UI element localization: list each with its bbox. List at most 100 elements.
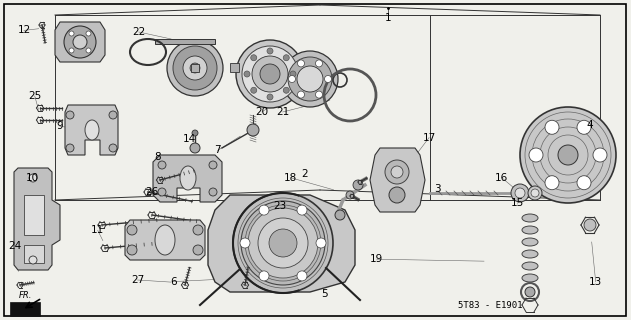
Text: 27: 27 xyxy=(131,275,144,285)
Circle shape xyxy=(260,64,280,84)
Circle shape xyxy=(193,245,203,255)
Circle shape xyxy=(283,55,289,61)
Circle shape xyxy=(127,225,137,235)
Text: 7: 7 xyxy=(215,145,221,156)
Circle shape xyxy=(209,188,217,196)
Circle shape xyxy=(316,91,322,98)
Text: 20: 20 xyxy=(256,107,268,117)
Circle shape xyxy=(167,40,223,96)
Text: 19: 19 xyxy=(370,254,383,264)
Ellipse shape xyxy=(180,166,196,190)
Ellipse shape xyxy=(522,226,538,234)
Circle shape xyxy=(558,145,578,165)
Circle shape xyxy=(346,191,354,199)
Circle shape xyxy=(248,208,318,278)
Text: 1: 1 xyxy=(385,12,391,23)
Circle shape xyxy=(236,40,304,108)
Polygon shape xyxy=(153,155,222,202)
Circle shape xyxy=(297,60,305,67)
Circle shape xyxy=(66,111,74,119)
Circle shape xyxy=(190,63,200,73)
Bar xyxy=(155,39,215,44)
Circle shape xyxy=(183,56,207,80)
Circle shape xyxy=(297,271,307,281)
Circle shape xyxy=(297,91,305,98)
Ellipse shape xyxy=(522,250,538,258)
Circle shape xyxy=(66,144,74,152)
Circle shape xyxy=(545,176,559,190)
Circle shape xyxy=(233,193,333,293)
Circle shape xyxy=(73,35,87,49)
Circle shape xyxy=(29,174,37,182)
Circle shape xyxy=(247,124,259,136)
Circle shape xyxy=(158,188,166,196)
Text: 15: 15 xyxy=(511,198,524,208)
Circle shape xyxy=(297,66,323,92)
Text: 10: 10 xyxy=(27,172,39,183)
Circle shape xyxy=(259,271,269,281)
Circle shape xyxy=(385,160,409,184)
Circle shape xyxy=(109,144,117,152)
Circle shape xyxy=(324,76,331,83)
Circle shape xyxy=(158,161,166,169)
Text: 6: 6 xyxy=(170,276,177,287)
Text: 12: 12 xyxy=(18,25,30,36)
Circle shape xyxy=(511,184,529,202)
Text: FR.: FR. xyxy=(18,292,32,300)
Circle shape xyxy=(391,166,403,178)
Circle shape xyxy=(520,107,616,203)
Polygon shape xyxy=(370,148,425,212)
Text: 14: 14 xyxy=(183,134,196,144)
Circle shape xyxy=(240,238,250,248)
Circle shape xyxy=(190,143,200,153)
Circle shape xyxy=(283,87,289,93)
Circle shape xyxy=(259,205,269,215)
Circle shape xyxy=(241,201,325,285)
Circle shape xyxy=(69,31,74,36)
Circle shape xyxy=(127,245,137,255)
Ellipse shape xyxy=(522,274,538,282)
Circle shape xyxy=(267,48,273,54)
Ellipse shape xyxy=(155,225,175,255)
Text: 18: 18 xyxy=(284,172,297,183)
Text: 17: 17 xyxy=(423,132,435,143)
Circle shape xyxy=(545,120,559,134)
Bar xyxy=(24,195,44,235)
Circle shape xyxy=(316,60,322,67)
Text: 2: 2 xyxy=(302,169,308,180)
Circle shape xyxy=(192,130,198,136)
Ellipse shape xyxy=(522,238,538,246)
Circle shape xyxy=(577,120,591,134)
Polygon shape xyxy=(14,168,60,270)
Circle shape xyxy=(86,31,91,36)
Circle shape xyxy=(193,225,203,235)
Bar xyxy=(230,63,239,72)
Circle shape xyxy=(269,229,297,257)
Circle shape xyxy=(290,71,296,77)
Circle shape xyxy=(531,189,539,197)
Circle shape xyxy=(529,148,543,162)
Circle shape xyxy=(209,161,217,169)
Circle shape xyxy=(297,205,307,215)
Polygon shape xyxy=(65,105,118,155)
Bar xyxy=(10,302,40,316)
Text: 21: 21 xyxy=(276,107,289,117)
Circle shape xyxy=(389,187,405,203)
Text: 8: 8 xyxy=(155,152,161,162)
Circle shape xyxy=(252,56,288,92)
Text: 11: 11 xyxy=(91,225,104,236)
Text: 9: 9 xyxy=(57,121,63,132)
Bar xyxy=(191,64,199,72)
Circle shape xyxy=(267,94,273,100)
Circle shape xyxy=(251,87,257,93)
Text: 25: 25 xyxy=(28,91,41,101)
Circle shape xyxy=(109,111,117,119)
Text: 3: 3 xyxy=(434,184,440,194)
Circle shape xyxy=(515,188,525,198)
Text: 4: 4 xyxy=(587,120,593,130)
Circle shape xyxy=(242,46,298,102)
Circle shape xyxy=(577,176,591,190)
Circle shape xyxy=(528,186,542,200)
Polygon shape xyxy=(208,195,355,292)
Polygon shape xyxy=(55,22,105,62)
